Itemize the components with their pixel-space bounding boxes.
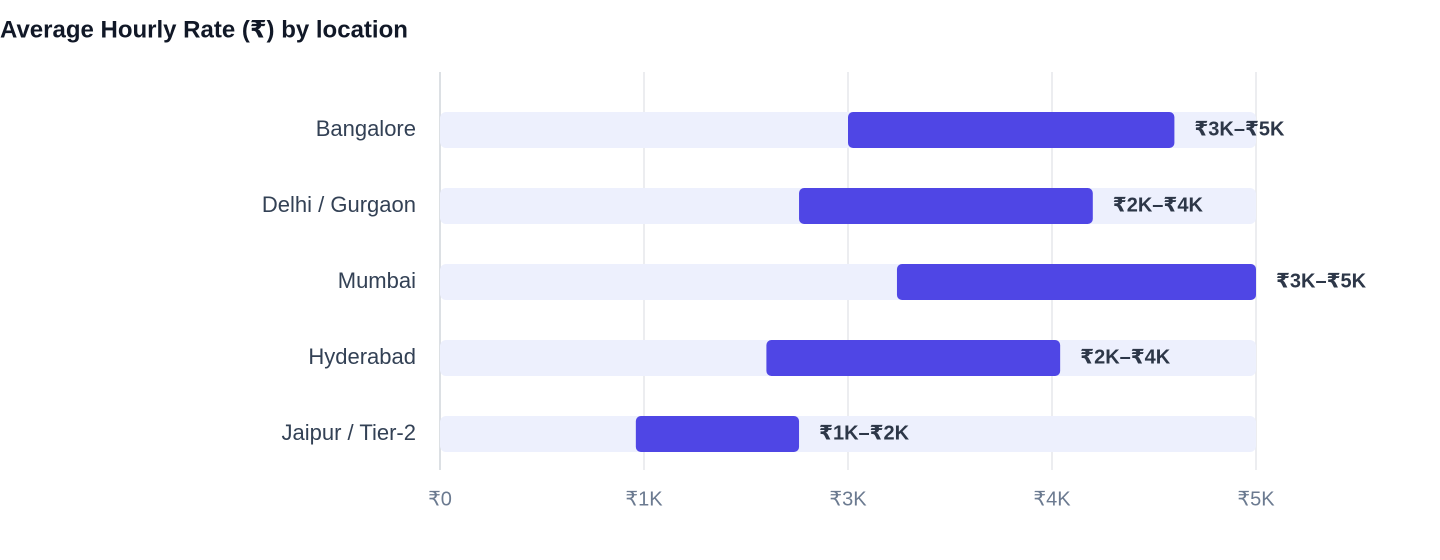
bar [896, 264, 1256, 300]
y-tick-label: Hyderabad [308, 344, 416, 369]
value-label: ₹2K–₹4K [1080, 346, 1171, 368]
bar [635, 416, 800, 452]
value-label: ₹1K–₹2K [819, 422, 910, 444]
bar [848, 112, 1175, 148]
chart-title: Average Hourly Rate (₹) by location [0, 16, 408, 43]
x-tick-label: ₹4K [1033, 488, 1071, 510]
bar [766, 340, 1061, 376]
x-tick-label: ₹3K [829, 488, 867, 510]
y-tick-label: Delhi / Gurgaon [262, 192, 416, 217]
y-tick-label: Mumbai [338, 268, 416, 293]
value-label: ₹3K–₹5K [1194, 118, 1285, 140]
bar [799, 188, 1093, 224]
x-tick-label: ₹1K [625, 488, 663, 510]
y-tick-label: Jaipur / Tier-2 [282, 420, 417, 445]
value-label: ₹2K–₹4K [1113, 194, 1204, 216]
x-tick-label: ₹5K [1237, 488, 1275, 510]
x-tick-label: ₹0 [428, 488, 452, 510]
y-tick-label: Bangalore [316, 116, 416, 141]
value-label: ₹3K–₹5K [1276, 270, 1367, 292]
